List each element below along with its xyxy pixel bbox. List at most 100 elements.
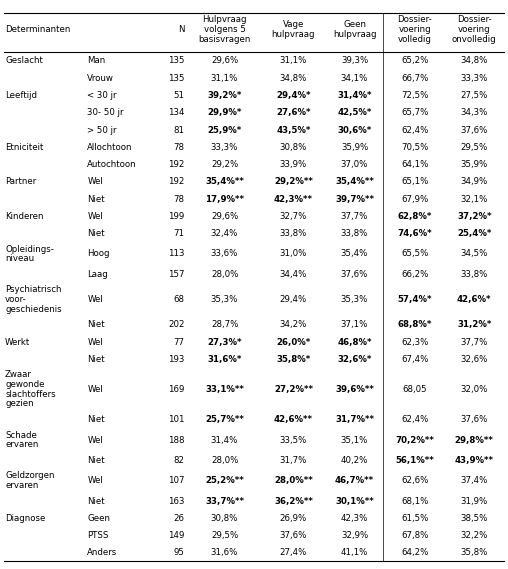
Text: 31,7%: 31,7% [280, 456, 307, 465]
Text: 43,9%**: 43,9%** [455, 456, 494, 465]
Text: 31,2%*: 31,2%* [457, 320, 491, 329]
Text: 192: 192 [168, 178, 185, 186]
Text: 46,7%**: 46,7%** [335, 476, 374, 485]
Text: 67,4%: 67,4% [401, 355, 428, 364]
Text: 35,3%: 35,3% [211, 295, 238, 304]
Text: Niet: Niet [87, 497, 105, 506]
Text: Dossier-
voering
onvolledig: Dossier- voering onvolledig [452, 15, 496, 44]
Text: 26: 26 [174, 514, 185, 523]
Text: 66,7%: 66,7% [401, 74, 428, 83]
Text: 37,7%: 37,7% [461, 337, 488, 347]
Text: 27,5%: 27,5% [461, 91, 488, 100]
Text: 31,9%: 31,9% [461, 497, 488, 506]
Text: Geldzorgen
ervaren: Geldzorgen ervaren [5, 471, 54, 490]
Text: Anders: Anders [87, 549, 117, 558]
Text: 34,8%: 34,8% [461, 56, 488, 65]
Text: 25,7%**: 25,7%** [205, 415, 244, 424]
Text: 35,8%*: 35,8%* [276, 355, 310, 364]
Text: > 50 jr: > 50 jr [87, 126, 117, 134]
Text: 29,6%: 29,6% [211, 212, 238, 221]
Text: Wel: Wel [87, 476, 103, 485]
Text: Niet: Niet [87, 229, 105, 238]
Text: 135: 135 [168, 74, 185, 83]
Text: 62,4%: 62,4% [401, 415, 428, 424]
Text: 68,1%: 68,1% [401, 497, 428, 506]
Text: Geen
hulpvraag: Geen hulpvraag [333, 20, 376, 39]
Text: 32,7%: 32,7% [280, 212, 307, 221]
Text: 29,8%**: 29,8%** [455, 436, 494, 444]
Text: Allochtoon: Allochtoon [87, 143, 133, 152]
Text: 57,4%*: 57,4%* [398, 295, 432, 304]
Text: 81: 81 [174, 126, 185, 134]
Text: 29,4%*: 29,4%* [276, 91, 311, 100]
Text: 37,4%: 37,4% [461, 476, 488, 485]
Text: Laag: Laag [87, 270, 108, 279]
Text: Autochtoon: Autochtoon [87, 160, 137, 169]
Text: 42,3%**: 42,3%** [274, 195, 313, 204]
Text: Wel: Wel [87, 337, 103, 347]
Text: 64,1%: 64,1% [401, 160, 428, 169]
Text: 71: 71 [174, 229, 185, 238]
Text: 30,6%*: 30,6%* [337, 126, 372, 134]
Text: 33,3%: 33,3% [211, 143, 238, 152]
Text: 28,0%**: 28,0%** [274, 476, 313, 485]
Text: 95: 95 [174, 549, 185, 558]
Text: Wel: Wel [87, 385, 103, 394]
Text: 31,6%: 31,6% [211, 549, 238, 558]
Text: 29,2%**: 29,2%** [274, 178, 313, 186]
Text: Wel: Wel [87, 212, 103, 221]
Text: 163: 163 [168, 497, 185, 506]
Text: 29,2%: 29,2% [211, 160, 238, 169]
Text: 65,1%: 65,1% [401, 178, 428, 186]
Text: 25,4%*: 25,4%* [457, 229, 491, 238]
Text: 37,1%: 37,1% [341, 320, 368, 329]
Text: Opleidings-
niveau: Opleidings- niveau [5, 245, 54, 263]
Text: 33,8%: 33,8% [341, 229, 368, 238]
Text: 37,6%: 37,6% [341, 270, 368, 279]
Text: 31,4%*: 31,4%* [337, 91, 372, 100]
Text: 29,6%: 29,6% [211, 56, 238, 65]
Text: 39,2%*: 39,2%* [207, 91, 242, 100]
Text: 68,8%*: 68,8%* [398, 320, 432, 329]
Text: 27,6%*: 27,6%* [276, 108, 311, 117]
Text: 35,1%: 35,1% [341, 436, 368, 444]
Text: 42,3%: 42,3% [341, 514, 368, 523]
Text: 28,7%: 28,7% [211, 320, 238, 329]
Text: 34,5%: 34,5% [461, 249, 488, 258]
Text: 31,0%: 31,0% [280, 249, 307, 258]
Text: 32,6%: 32,6% [461, 355, 488, 364]
Text: Etniciteit: Etniciteit [5, 143, 44, 152]
Text: 68,05: 68,05 [402, 385, 427, 394]
Text: 31,1%: 31,1% [280, 56, 307, 65]
Text: 30,8%: 30,8% [280, 143, 307, 152]
Text: 32,6%*: 32,6%* [337, 355, 372, 364]
Text: 27,2%**: 27,2%** [274, 385, 313, 394]
Text: Dossier-
voering
volledig: Dossier- voering volledig [397, 15, 432, 44]
Text: 32,2%: 32,2% [461, 531, 488, 540]
Text: Zwaar
gewonde
slachtoffers
gezien: Zwaar gewonde slachtoffers gezien [5, 370, 56, 409]
Text: Niet: Niet [87, 320, 105, 329]
Text: 33,6%: 33,6% [211, 249, 238, 258]
Text: Vrouw: Vrouw [87, 74, 114, 83]
Text: 31,6%*: 31,6%* [207, 355, 242, 364]
Text: Wel: Wel [87, 436, 103, 444]
Text: 33,8%: 33,8% [461, 270, 488, 279]
Text: 62,8%*: 62,8%* [398, 212, 432, 221]
Text: PTSS: PTSS [87, 531, 109, 540]
Text: 37,7%: 37,7% [341, 212, 368, 221]
Text: Vage
hulpvraag: Vage hulpvraag [272, 20, 315, 39]
Text: 157: 157 [168, 270, 185, 279]
Text: Geslacht: Geslacht [5, 56, 43, 65]
Text: Determinanten: Determinanten [5, 25, 71, 34]
Text: 37,6%: 37,6% [280, 531, 307, 540]
Text: 27,4%: 27,4% [280, 549, 307, 558]
Text: 32,1%: 32,1% [461, 195, 488, 204]
Text: Niet: Niet [87, 415, 105, 424]
Text: 82: 82 [174, 456, 185, 465]
Text: 78: 78 [174, 143, 185, 152]
Text: 25,9%*: 25,9%* [207, 126, 242, 134]
Text: 33,5%: 33,5% [280, 436, 307, 444]
Text: 27,3%*: 27,3%* [207, 337, 242, 347]
Text: 199: 199 [169, 212, 185, 221]
Text: 39,6%**: 39,6%** [335, 385, 374, 394]
